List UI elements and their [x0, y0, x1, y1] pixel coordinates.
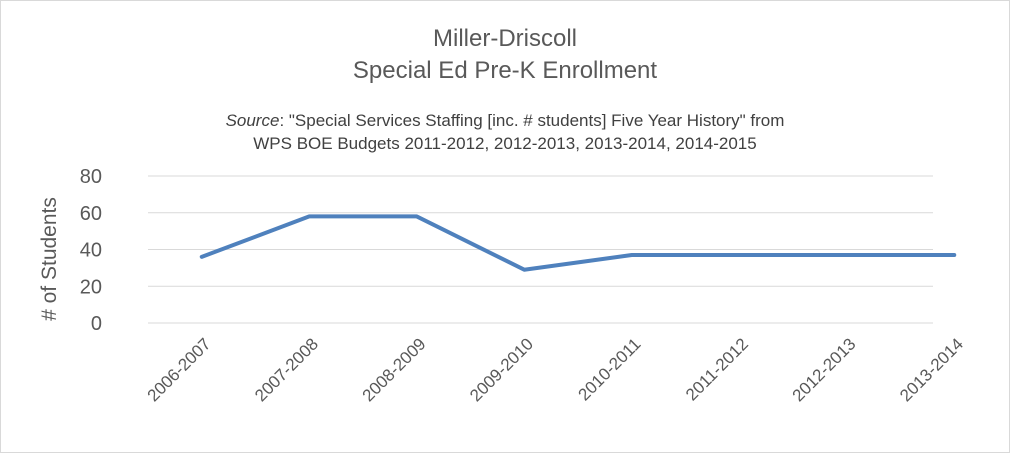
- chart-source-line-1: Source: "Special Services Staffing [inc.…: [1, 111, 1009, 131]
- x-tick-label: 2007-2008: [251, 334, 322, 405]
- x-tick-label: 2010-2011: [575, 334, 645, 404]
- source-prefix: Source: [225, 111, 280, 130]
- y-tick-label: 80: [80, 166, 102, 188]
- x-tick-label: 2012-2013: [789, 334, 860, 405]
- x-tick-label: 2008-2009: [359, 334, 430, 405]
- chart-title-line-2: Special Ed Pre-K Enrollment: [352, 57, 658, 84]
- x-tick-label: 2009-2010: [466, 334, 537, 405]
- series-line: [199, 214, 957, 272]
- y-tick-label: 40: [80, 240, 102, 262]
- source-text-1: : "Special Services Staffing [inc. # stu…: [279, 111, 785, 130]
- y-tick-label: 60: [80, 203, 102, 225]
- chart-source-line-2: WPS BOE Budgets 2011-2012, 2012-2013, 20…: [253, 134, 757, 153]
- y-tick-label: 0: [91, 313, 102, 335]
- x-tick-label: 2011-2012: [682, 334, 752, 404]
- y-tick-label: 20: [80, 276, 102, 298]
- x-tick-label: 2006-2007: [144, 334, 215, 405]
- chart-title-line-1: Miller-Driscoll: [433, 25, 577, 52]
- x-tick-label: 2013-2014: [896, 334, 967, 405]
